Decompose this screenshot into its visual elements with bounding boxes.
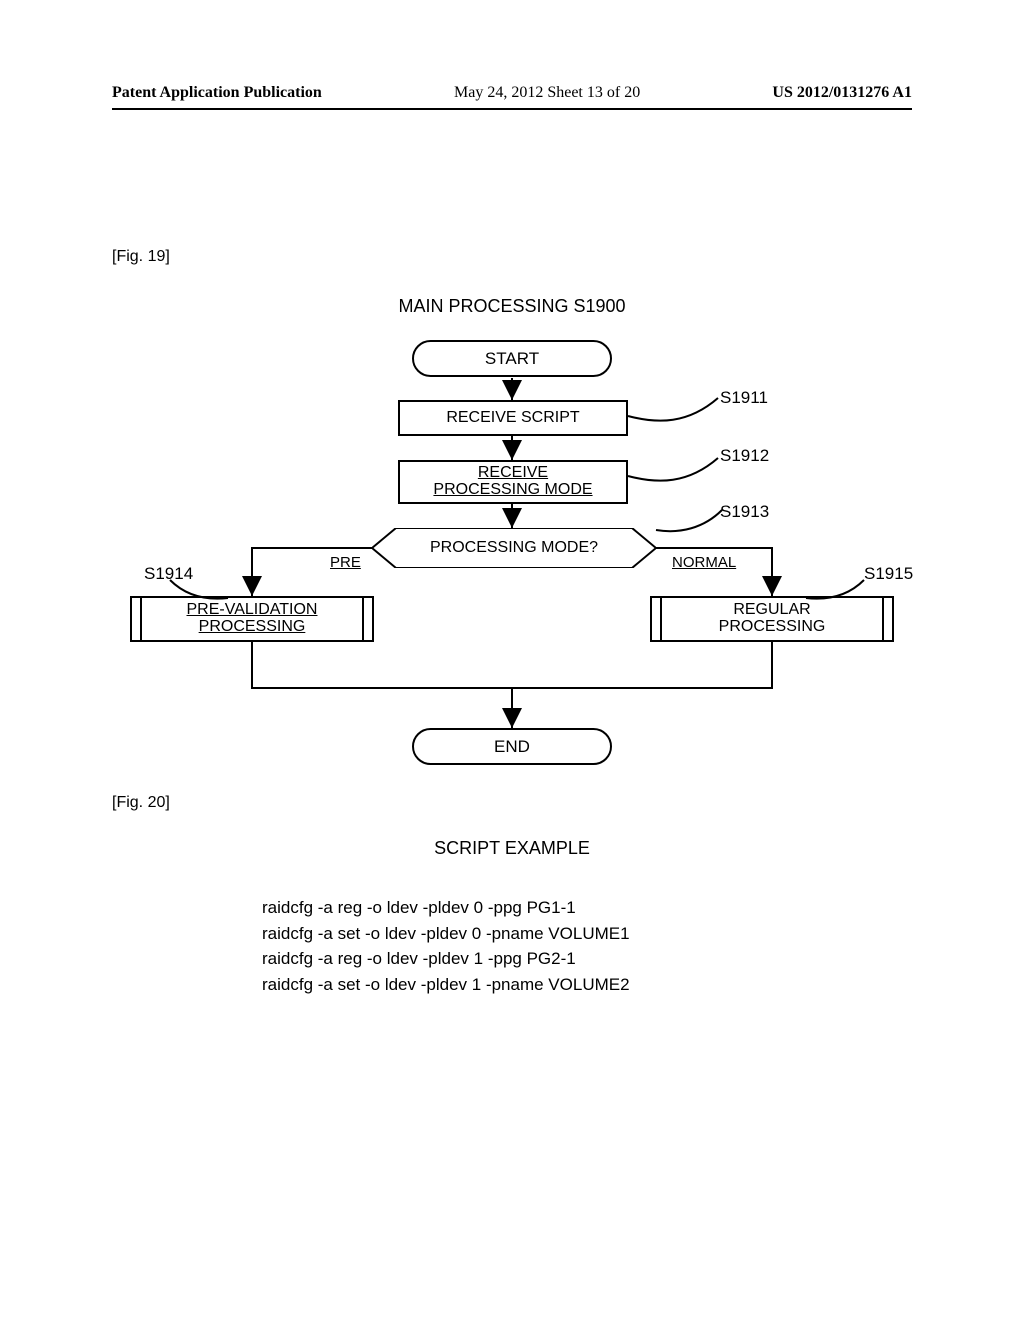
script-line: raidcfg -a reg -o ldev -pldev 1 -ppg PG2…	[262, 946, 912, 972]
step-ref-s1913: S1913	[720, 502, 769, 522]
leader-s1913	[656, 508, 726, 534]
step-ref-s1911: S1911	[720, 388, 768, 408]
fig19-label: [Fig. 19]	[112, 248, 170, 266]
fig20-section: SCRIPT EXAMPLE raidcfg -a reg -o ldev -p…	[112, 838, 912, 997]
step-ref-s1915: S1915	[864, 564, 913, 584]
script-line: raidcfg -a set -o ldev -pldev 1 -pname V…	[262, 972, 912, 998]
sub-right-l2: PROCESSING	[719, 618, 826, 635]
p2-line2: PROCESSING MODE	[433, 481, 592, 498]
header-rule	[112, 108, 912, 110]
decision-text: PROCESSING MODE?	[372, 528, 656, 568]
leader-s1911	[628, 396, 722, 426]
script-line: raidcfg -a set -o ldev -pldev 0 -pname V…	[262, 921, 912, 947]
leader-s1912	[628, 456, 722, 486]
sub-right-text: REGULAR PROCESSING	[719, 602, 826, 636]
flowchart-decision: PROCESSING MODE?	[372, 528, 656, 568]
branch-label-pre: PRE	[330, 554, 361, 571]
header-left: Patent Application Publication	[112, 84, 322, 102]
flowchart-step-receive-script: RECEIVE SCRIPT	[398, 400, 628, 436]
header-center: May 24, 2012 Sheet 13 of 20	[454, 84, 640, 102]
flowchart-sub-regular: REGULAR PROCESSING	[650, 596, 894, 642]
leader-s1915	[806, 578, 866, 602]
sub-left-l1: PRE-VALIDATION	[187, 601, 318, 618]
script-example: raidcfg -a reg -o ldev -pldev 0 -ppg PG1…	[262, 895, 912, 997]
flowchart-step-receive-mode: RECEIVE PROCESSING MODE	[398, 460, 628, 504]
branch-label-normal: NORMAL	[672, 554, 736, 571]
fig20-label: [Fig. 20]	[112, 794, 170, 812]
sub-right-l1: REGULAR	[733, 601, 810, 618]
flowchart-fig19: MAIN PROCESSING S1900 START RECEIVE SCRI…	[112, 296, 912, 776]
step-ref-s1912: S1912	[720, 446, 769, 466]
header-right: US 2012/0131276 A1	[772, 84, 912, 102]
flowchart-start: START	[412, 340, 612, 377]
sub-left-text: PRE-VALIDATION PROCESSING	[187, 602, 318, 636]
fig20-title: SCRIPT EXAMPLE	[112, 838, 912, 859]
script-line: raidcfg -a reg -o ldev -pldev 0 -ppg PG1…	[262, 895, 912, 921]
p2-line1: RECEIVE	[478, 464, 548, 481]
sub-left-l2: PROCESSING	[199, 618, 306, 635]
flowchart-sub-prevalidation: PRE-VALIDATION PROCESSING	[130, 596, 374, 642]
page-header: Patent Application Publication May 24, 2…	[0, 84, 1024, 102]
p2-text: RECEIVE PROCESSING MODE	[433, 465, 592, 499]
flowchart-end: END	[412, 728, 612, 765]
leader-s1914	[170, 578, 230, 602]
